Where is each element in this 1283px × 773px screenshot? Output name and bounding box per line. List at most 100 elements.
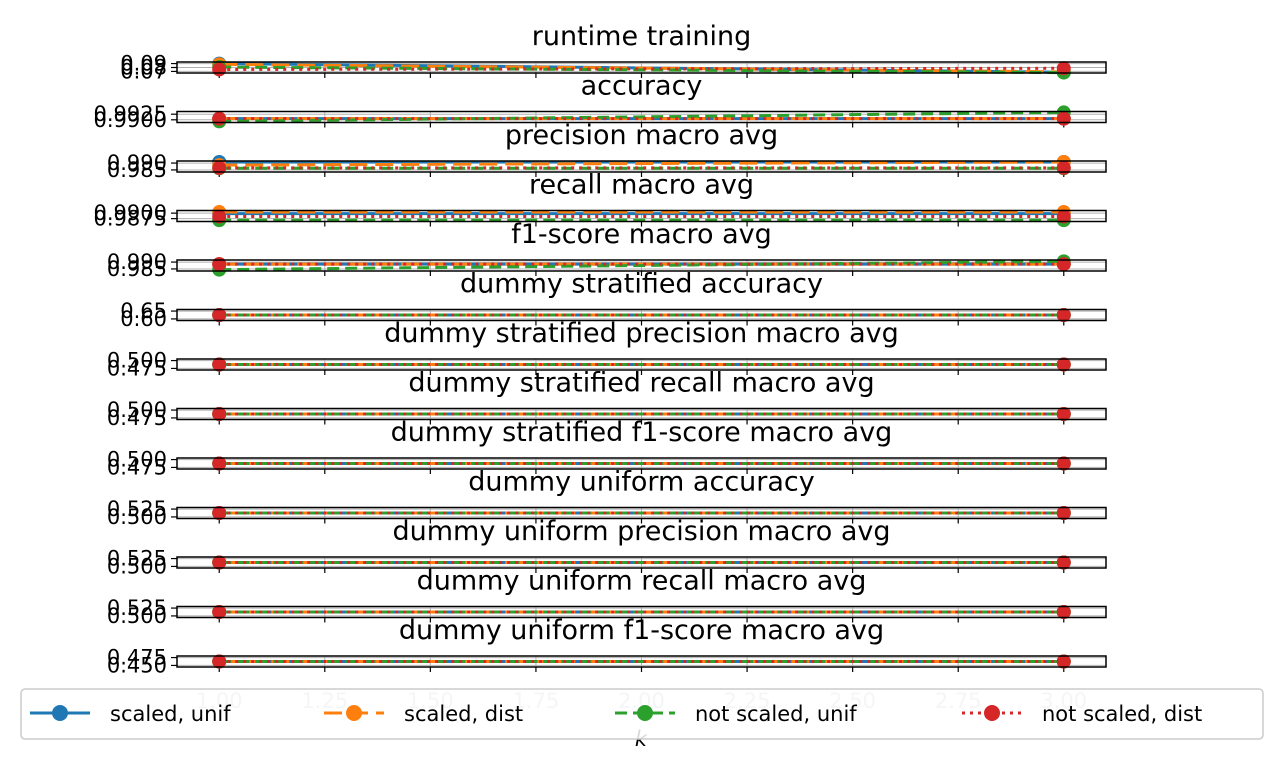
panel-1: runtime training 0.090.080.07 (120, 21, 1107, 83)
y-tick-label: 0.60 (120, 307, 167, 331)
series-point (1056, 605, 1071, 619)
y-tick-label: 0.990 (107, 250, 167, 274)
series-point (212, 407, 227, 421)
y-tick-label: 0.475 (107, 406, 167, 430)
y-tick-label: 0.525 (107, 547, 167, 571)
panel-3: precision macro avg 0.9900.985 (107, 120, 1107, 182)
panel-title: precision macro avg (505, 120, 778, 151)
panel-title: dummy uniform recall macro avg (417, 566, 867, 597)
panel-title: dummy stratified precision macro avg (384, 318, 899, 349)
series-point (212, 506, 227, 520)
series-point (212, 357, 227, 372)
y-tick-label: 0.65 (120, 299, 167, 323)
panel-title: dummy uniform precision macro avg (392, 516, 890, 547)
series-point (212, 555, 227, 570)
panel-9: dummy stratified f1-score macro avg 0.500… (107, 417, 1107, 479)
y-tick-label: 0.500 (107, 349, 167, 373)
series-point (1056, 506, 1071, 520)
series-point (1056, 160, 1071, 175)
series-point (1056, 209, 1071, 224)
y-tick-label: 0.09 (120, 52, 167, 76)
panel-title: runtime training (532, 21, 752, 52)
legend-marker (346, 705, 362, 721)
axes-frame (176, 605, 1107, 619)
axes-frame (176, 308, 1107, 322)
series-point (1056, 257, 1071, 272)
y-tick-label: 0.9900 (94, 201, 167, 225)
series-point (212, 654, 227, 669)
axes-frame (176, 61, 1107, 74)
legend-marker (984, 705, 1000, 721)
series-point (1056, 654, 1071, 669)
axes-frame (176, 259, 1107, 272)
legend-label: scaled, unif (110, 702, 231, 726)
panel-title: dummy uniform f1-score macro avg (399, 615, 884, 646)
panel-6: dummy stratified accuracy 0.650.60 (120, 269, 1107, 331)
y-tick-label: 0.500 (107, 398, 167, 422)
y-tick-label: 0.475 (107, 646, 167, 670)
y-tick-label: 0.990 (107, 151, 167, 175)
series-point (212, 456, 227, 471)
y-tick-label: 0.500 (107, 448, 167, 472)
panel-title: dummy stratified recall macro avg (408, 368, 874, 399)
series-point (212, 111, 227, 126)
panel-title: f1-score macro avg (511, 219, 772, 250)
y-tick-label: 0.500 (107, 554, 167, 578)
series-point (212, 308, 227, 322)
axes-frame (176, 358, 1107, 371)
series-point (1056, 111, 1071, 126)
y-tick-label: 0.450 (107, 653, 167, 677)
series-line (219, 259, 1064, 272)
panel-title: dummy stratified accuracy (460, 269, 823, 300)
panel-13: dummy uniform f1-score macro avg 0.4750.4… (107, 615, 1107, 677)
series-point (212, 62, 227, 77)
series-point (1056, 407, 1071, 421)
series-point (212, 209, 227, 224)
legend-label: scaled, dist (404, 702, 523, 726)
series-point (212, 605, 227, 619)
panels: runtime training 0.090.080.07 accuracy 0.99… (94, 21, 1107, 677)
y-tick-label: 0.985 (107, 158, 167, 182)
y-tick-label: 0.9925 (94, 102, 167, 126)
y-tick-label: 0.07 (120, 59, 167, 83)
series-line (219, 65, 1064, 75)
panel-7: dummy stratified precision macro avg 0.50… (107, 318, 1107, 380)
axes-frame (176, 160, 1107, 173)
panel-title: accuracy (581, 71, 703, 102)
axes-frame (176, 407, 1107, 421)
legend-marker (52, 705, 68, 721)
y-tick-label: 0.985 (107, 257, 167, 281)
y-tick-label: 0.9875 (94, 207, 167, 231)
y-tick-label: 0.475 (107, 455, 167, 479)
series-point (1056, 61, 1071, 76)
axes-frame (176, 457, 1107, 470)
series-point (212, 257, 227, 272)
series-point (1056, 555, 1071, 570)
series-point (1056, 308, 1071, 322)
legend-label: not scaled, dist (1042, 702, 1202, 726)
y-tick-label: 0.500 (107, 604, 167, 628)
panel-11: dummy uniform precision macro avg 0.5250.… (107, 516, 1107, 578)
y-tick-label: 0.500 (107, 505, 167, 529)
y-tick-label: 0.475 (107, 356, 167, 380)
axes-frame (176, 506, 1107, 520)
series-line (219, 160, 1064, 167)
legend-label: not scaled, unif (695, 702, 857, 726)
y-tick-label: 0.525 (107, 596, 167, 620)
panel-title: dummy uniform accuracy (468, 467, 815, 498)
y-tick-label: 0.08 (120, 56, 167, 80)
series-point (1056, 456, 1071, 471)
panel-title: recall macro avg (529, 170, 754, 201)
y-tick-label: 0.525 (107, 497, 167, 521)
axes-frame (176, 655, 1107, 668)
legend-marker (637, 705, 653, 721)
series-point (212, 160, 227, 175)
panel-5: f1-score macro avg 0.9900.985 (107, 219, 1107, 281)
panel-title: dummy stratified f1-score macro avg (391, 417, 893, 448)
axes-frame (176, 110, 1107, 124)
